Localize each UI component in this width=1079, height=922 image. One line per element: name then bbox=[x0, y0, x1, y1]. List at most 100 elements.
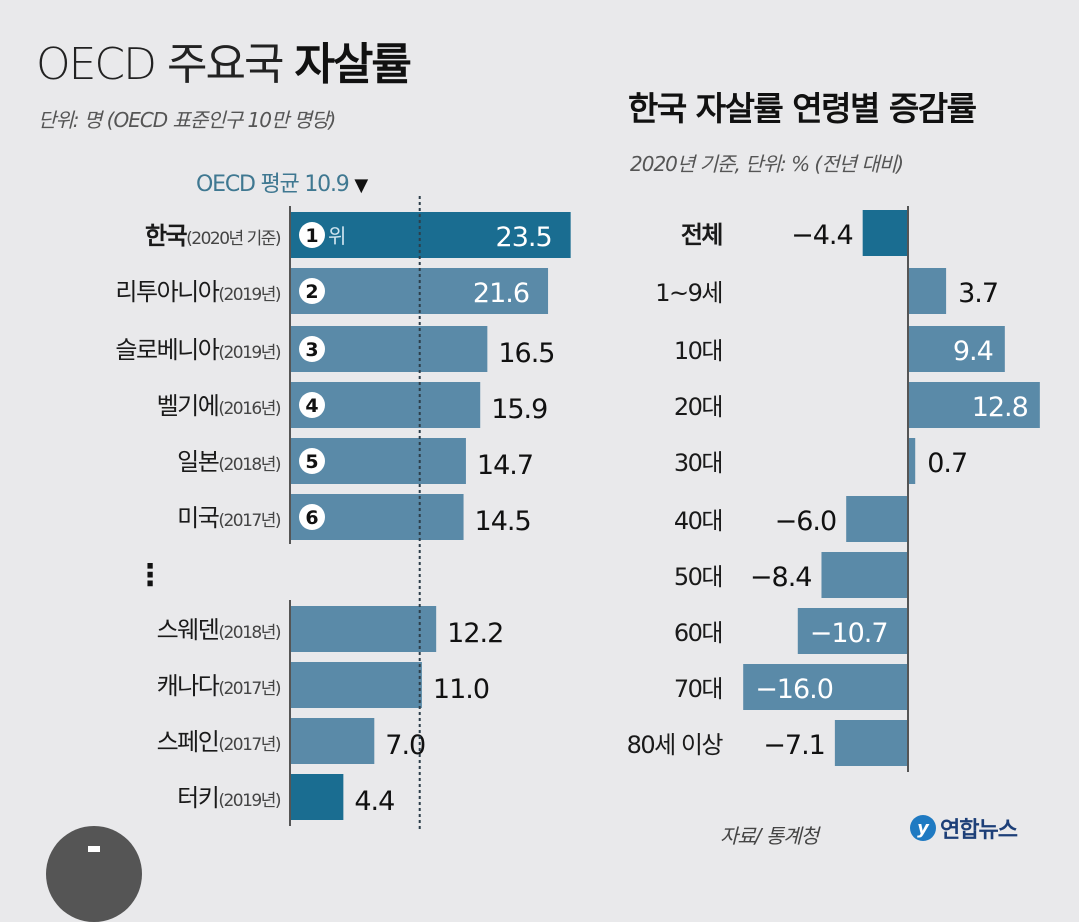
bar-1 bbox=[291, 212, 571, 258]
category-label: 일본(2018년) bbox=[177, 448, 281, 476]
floating-action-button[interactable] bbox=[46, 826, 142, 922]
age-group-label: 전체 bbox=[681, 221, 723, 249]
value-label: 14.7 bbox=[477, 450, 533, 481]
country-name: 리투아니아 bbox=[115, 278, 219, 306]
yonhap-logo-icon: y bbox=[910, 815, 936, 841]
age-value-label: −16.0 bbox=[755, 674, 833, 705]
rank-number: 4 bbox=[305, 395, 318, 417]
rank-number: 6 bbox=[305, 507, 318, 529]
category-label: 한국(2020년 기준) bbox=[145, 222, 281, 250]
age-group-label: 80세 이상 bbox=[627, 731, 724, 759]
source-label: 자료/ 통계청 bbox=[720, 824, 819, 848]
year-note: (2017년) bbox=[218, 511, 281, 531]
value-label: 21.6 bbox=[473, 278, 529, 309]
age-bar-2 bbox=[908, 268, 947, 314]
age-value-label: −8.4 bbox=[750, 562, 812, 593]
rank-number: 1 bbox=[305, 225, 318, 247]
age-value-label: −6.0 bbox=[775, 506, 837, 537]
age-group-label: 50대 bbox=[674, 563, 722, 591]
bar-10 bbox=[291, 774, 344, 820]
age-group-label: 10대 bbox=[674, 337, 722, 365]
category-label: 스웨덴(2018년) bbox=[157, 616, 281, 644]
left-chart-subtitle: 단위: 명 (OECD 표준인구 10만 명당) bbox=[38, 108, 336, 132]
category-label: 터키(2019년) bbox=[177, 784, 281, 812]
value-label: 23.5 bbox=[496, 222, 552, 253]
category-label: 리투아니아(2019년) bbox=[115, 278, 280, 306]
rank-badge bbox=[299, 504, 325, 530]
age-bar-8 bbox=[797, 608, 908, 654]
year-note: (2020년 기준) bbox=[186, 229, 281, 249]
country-name: 일본 bbox=[177, 448, 219, 476]
age-group-label: 60대 bbox=[674, 619, 722, 647]
value-label: 16.5 bbox=[498, 338, 554, 369]
right-chart-title: 한국 자살률 연령별 증감률 bbox=[628, 89, 977, 128]
bar-9 bbox=[291, 718, 375, 764]
rank-badge bbox=[299, 336, 325, 362]
oecd-average-label: OECD 평균 10.9 ▼ bbox=[196, 166, 368, 198]
rank-number: 2 bbox=[305, 281, 318, 303]
rank-badge bbox=[299, 448, 325, 474]
age-group-label: 20대 bbox=[674, 393, 722, 421]
country-name: 터키 bbox=[177, 784, 218, 812]
age-group-label: 1~9세 bbox=[655, 279, 722, 307]
year-note: (2019년) bbox=[218, 343, 281, 363]
title-bold: 자살률 bbox=[294, 39, 411, 90]
category-label: 캐나다(2017년) bbox=[157, 672, 281, 700]
rank-badge bbox=[299, 278, 325, 304]
button-glyph-icon bbox=[88, 846, 100, 852]
value-label: 15.9 bbox=[491, 394, 547, 425]
age-group-label: 70대 bbox=[674, 675, 722, 703]
rank-number: 3 bbox=[305, 339, 318, 361]
country-name: 스페인 bbox=[157, 728, 219, 756]
left-chart-title: OECD 주요국 자살률 bbox=[36, 28, 412, 92]
age-bar-3 bbox=[908, 326, 1005, 372]
year-note: (2018년) bbox=[218, 455, 281, 475]
age-bar-5 bbox=[908, 438, 916, 484]
age-bar-7 bbox=[821, 552, 908, 598]
age-value-label: 3.7 bbox=[958, 278, 998, 309]
value-label: 14.5 bbox=[475, 506, 531, 537]
ellipsis-icon: ⋮ bbox=[135, 558, 165, 593]
category-label: 미국(2017년) bbox=[177, 504, 281, 532]
triangle-down-icon: ▼ bbox=[354, 175, 368, 196]
year-note: (2019년) bbox=[218, 791, 281, 811]
rank-suffix: 위 bbox=[328, 224, 346, 248]
bar-8 bbox=[291, 662, 422, 708]
age-value-label: 9.4 bbox=[953, 336, 993, 367]
age-group-label: 40대 bbox=[674, 507, 722, 535]
right-chart-subtitle: 2020년 기준, 단위: % (전년 대비) bbox=[630, 152, 904, 176]
age-bar-1 bbox=[862, 210, 908, 256]
year-note: (2017년) bbox=[218, 735, 281, 755]
age-value-label: 12.8 bbox=[972, 392, 1028, 423]
age-bar-6 bbox=[846, 496, 908, 542]
category-label: 벨기에(2016년) bbox=[157, 392, 281, 420]
country-name: 슬로베니아 bbox=[115, 336, 219, 364]
age-bar-10 bbox=[834, 720, 908, 766]
year-note: (2018년) bbox=[218, 623, 281, 643]
country-name: 스웨덴 bbox=[157, 616, 219, 644]
yonhap-logo: y 연합뉴스 bbox=[910, 812, 1018, 844]
age-value-label: 0.7 bbox=[927, 448, 967, 479]
title-regular: OECD 주요국 bbox=[36, 39, 295, 90]
category-label: 슬로베니아(2019년) bbox=[115, 336, 280, 364]
oecd-average-text: OECD 평균 10.9 bbox=[196, 172, 350, 197]
value-label: 11.0 bbox=[433, 674, 489, 705]
yonhap-logo-text: 연합뉴스 bbox=[940, 818, 1018, 843]
country-name: 한국 bbox=[145, 222, 188, 250]
rank-badge bbox=[299, 392, 325, 418]
age-value-label: −4.4 bbox=[791, 220, 853, 251]
country-name: 미국 bbox=[177, 504, 219, 532]
value-label: 4.4 bbox=[354, 786, 394, 817]
year-note: (2019년) bbox=[218, 285, 281, 305]
age-group-label: 30대 bbox=[674, 449, 722, 477]
category-label: 스페인(2017년) bbox=[157, 728, 281, 756]
rank-number: 5 bbox=[305, 451, 318, 473]
country-name: 캐나다 bbox=[157, 672, 220, 700]
rank-badge bbox=[299, 222, 325, 248]
year-note: (2016년) bbox=[218, 399, 281, 419]
age-value-label: −7.1 bbox=[763, 730, 825, 761]
age-value-label: −10.7 bbox=[810, 618, 888, 649]
age-bar-4 bbox=[908, 382, 1040, 428]
year-note: (2017년) bbox=[218, 679, 281, 699]
value-label: 12.2 bbox=[447, 618, 503, 649]
